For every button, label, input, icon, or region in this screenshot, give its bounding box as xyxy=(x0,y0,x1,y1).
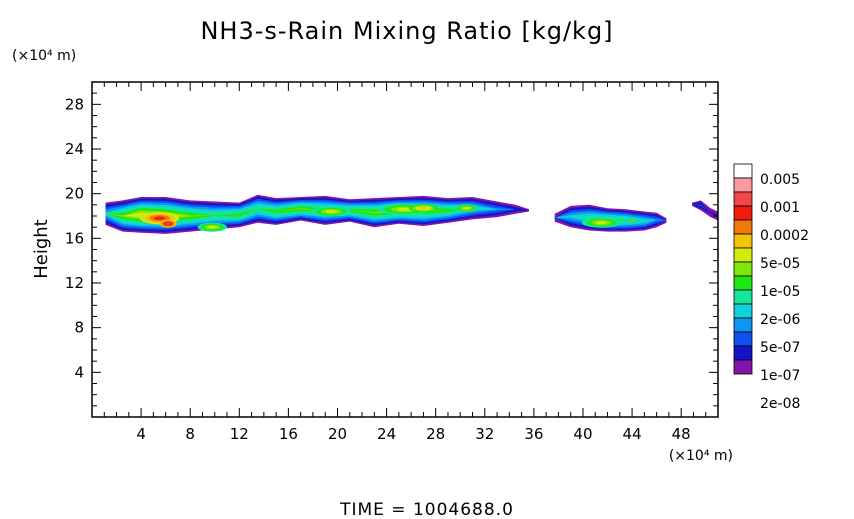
contour-field xyxy=(105,194,718,234)
colorbar-label: 0.001 xyxy=(760,200,800,216)
y-axis-label: Height xyxy=(31,219,52,279)
colorbar-swatch xyxy=(733,359,753,375)
x-unit-label: (×10⁴ m) xyxy=(669,448,733,464)
colorbar-swatch xyxy=(733,247,753,263)
colorbar-swatch xyxy=(733,303,753,319)
y-tick-label: 20 xyxy=(65,185,84,203)
core-blob-0-3 xyxy=(154,216,165,220)
x-tick-label: 16 xyxy=(279,425,298,443)
colorbar-label: 1e-05 xyxy=(760,284,800,300)
colorbar-swatch xyxy=(733,205,753,221)
colorbar-swatch xyxy=(733,345,753,361)
core-blob-3-3 xyxy=(325,210,337,213)
core-blob-7-3 xyxy=(595,221,607,225)
colorbar-label: 0.0002 xyxy=(760,228,809,244)
x-tick-label: 40 xyxy=(573,425,592,443)
y-tick-label: 28 xyxy=(65,95,84,113)
y-tick-label: 8 xyxy=(74,319,84,337)
colorbar-swatch xyxy=(733,163,753,179)
x-tick-label: 32 xyxy=(475,425,494,443)
plot-frame xyxy=(91,81,719,418)
x-tick-label: 20 xyxy=(328,425,347,443)
core-blob-1-3 xyxy=(165,222,171,225)
core-blob-6-3 xyxy=(463,207,470,210)
x-tick-label: 28 xyxy=(426,425,445,443)
colorbar-label: 5e-07 xyxy=(760,340,800,356)
x-tick-label: 24 xyxy=(377,425,396,443)
colorbar-label: 2e-08 xyxy=(760,396,800,412)
x-tick-label: 4 xyxy=(136,425,146,443)
colorbar-label: 0.005 xyxy=(760,172,800,188)
colorbar-swatch xyxy=(733,331,753,347)
colorbar-label: 1e-07 xyxy=(760,368,800,384)
colorbar-swatch xyxy=(733,233,753,249)
x-tick-label: 8 xyxy=(185,425,195,443)
core-blob-8-3 xyxy=(630,219,635,222)
y-unit-label: (×10⁴ m) xyxy=(12,48,76,64)
x-tick-label: 44 xyxy=(623,425,642,443)
colorbar-label: 5e-05 xyxy=(760,256,800,272)
colorbar-swatch xyxy=(733,289,753,305)
y-tick-label: 4 xyxy=(74,363,84,381)
y-tick-label: 12 xyxy=(65,274,84,292)
colorbar-swatch xyxy=(733,191,753,207)
colorbar-swatch xyxy=(733,261,753,277)
colorbar-label: 2e-06 xyxy=(760,312,800,328)
colorbar-swatch xyxy=(733,275,753,291)
chart-title: NH3-s-Rain Mixing Ratio [kg/kg] xyxy=(200,17,613,45)
core-blob-5-3 xyxy=(419,207,428,210)
x-tick-label: 12 xyxy=(230,425,249,443)
x-tick-label: 36 xyxy=(524,425,543,443)
contour-band-edge-1 xyxy=(692,202,718,218)
colorbar-swatch xyxy=(733,177,753,193)
time-label: TIME = 1004688.0 xyxy=(339,500,514,519)
colorbar-swatch xyxy=(733,219,753,235)
core-blob-2-3 xyxy=(208,225,217,229)
y-tick-label: 24 xyxy=(65,140,84,158)
y-tick-label: 16 xyxy=(65,229,84,247)
colorbar-swatch xyxy=(733,317,753,333)
x-tick-label: 48 xyxy=(672,425,691,443)
colorbar: 0.005 0.001 0.0002 5e-05 1e-05 2e-06 5e-07 1e-0… xyxy=(733,163,809,412)
